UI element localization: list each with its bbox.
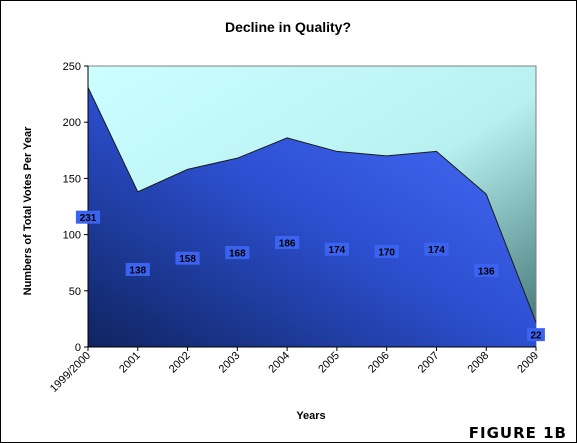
data-label-box	[75, 210, 101, 224]
data-label-text: 138	[129, 265, 146, 276]
y-tick-label: 0	[75, 342, 81, 354]
data-label: 174	[424, 242, 449, 256]
data-label-text: 231	[80, 213, 97, 224]
x-tick-label: 2003	[217, 350, 243, 376]
data-label-text: 174	[329, 245, 346, 256]
x-tick-label: 2001	[117, 350, 143, 376]
x-tick-label: 2007	[416, 350, 442, 376]
figure-label: FIGURE 1B	[469, 424, 567, 442]
data-label: 136	[474, 264, 499, 278]
x-tick-label: 2004	[266, 350, 292, 376]
data-label-box	[527, 328, 545, 342]
data-label: 22	[527, 328, 545, 342]
data-label-box	[175, 251, 200, 265]
chart-title: Decline in Quality?	[225, 19, 351, 35]
x-tick-label: 2002	[167, 350, 193, 376]
data-label-box	[125, 262, 150, 276]
data-label: 186	[275, 235, 300, 249]
x-tick-label: 1999/2000	[48, 350, 93, 395]
x-tick-label: 2006	[366, 350, 392, 376]
data-label: 231	[75, 210, 101, 224]
y-tick-label: 200	[63, 117, 81, 129]
x-tick-label: 2009	[515, 350, 541, 376]
x-tick-label: 2005	[316, 350, 342, 376]
y-axis-title: Numbers of Total Votes Per Year	[22, 126, 34, 295]
series-area	[88, 87, 536, 347]
data-label: 170	[374, 244, 399, 258]
y-tick-label: 100	[63, 230, 81, 242]
data-label-text: 136	[478, 267, 495, 278]
data-label-text: 158	[179, 254, 196, 265]
data-label-text: 168	[229, 249, 246, 260]
data-label-text: 170	[378, 247, 395, 258]
data-label: 138	[125, 262, 150, 276]
data-label-box	[324, 242, 349, 256]
data-label-box	[275, 235, 300, 249]
data-label-box	[474, 264, 499, 278]
data-label-text: 174	[428, 245, 445, 256]
y-tick-label: 250	[63, 61, 81, 73]
data-label: 158	[175, 251, 200, 265]
y-tick-label: 150	[63, 173, 81, 185]
x-axis-title: Years	[296, 410, 325, 422]
series-line	[87, 87, 537, 323]
data-label: 168	[225, 246, 250, 260]
data-label-text: 186	[279, 238, 296, 249]
x-tick-label: 2008	[466, 350, 492, 376]
data-label: 174	[324, 242, 349, 256]
y-tick-label: 50	[69, 286, 81, 298]
data-label-box	[374, 244, 399, 258]
data-label-text: 22	[530, 331, 542, 342]
data-label-box	[424, 242, 449, 256]
data-label-box	[225, 246, 250, 260]
